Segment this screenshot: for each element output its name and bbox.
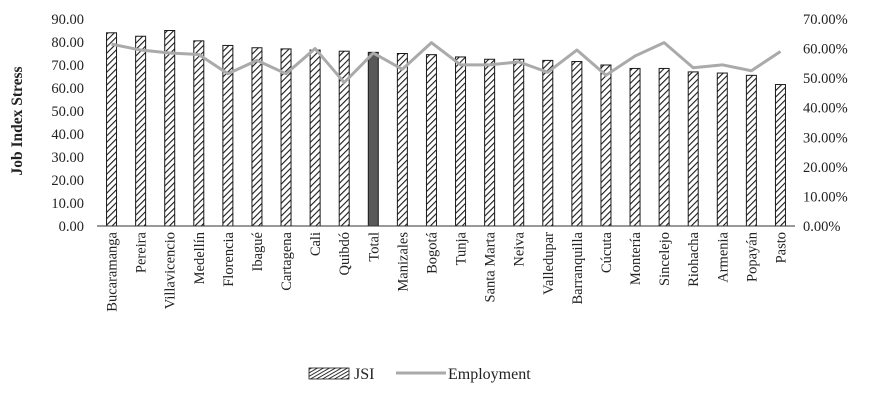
- right-tick-label: 40.00%: [803, 101, 848, 117]
- right-tick-label: 50.00%: [803, 71, 848, 87]
- legend-swatch-jsi: [309, 368, 349, 379]
- left-tick-label: 40.00: [51, 127, 84, 143]
- bar: [485, 59, 495, 226]
- bar: [165, 31, 175, 227]
- category-label: Cartagena: [279, 231, 295, 290]
- category-label: Riohacha: [686, 231, 702, 286]
- category-label: Quibdó: [337, 232, 353, 276]
- left-tick-label: 90.00: [51, 12, 84, 28]
- left-tick-label: 10.00: [51, 196, 84, 212]
- right-tick-label: 30.00%: [803, 130, 848, 146]
- category-label: Pereira: [134, 231, 150, 273]
- left-tick-label: 60.00: [51, 81, 84, 97]
- category-labels: Bucaramanga Pereira Villavicencio Medellín F…: [105, 231, 790, 311]
- category-label: Popayán: [744, 231, 760, 282]
- bar: [426, 55, 436, 226]
- bar: [775, 85, 785, 226]
- right-tick-label: 60.00%: [803, 42, 848, 58]
- right-tick-label: 0.00%: [803, 219, 840, 235]
- left-tick-label: 70.00: [51, 58, 84, 74]
- left-axis-ticks: 0.00 10.00 20.00 30.00 40.00 50.00 60.00 70.00 8…: [51, 12, 84, 235]
- bar: [194, 41, 204, 226]
- y-axis-title: Job Index Stress: [9, 66, 26, 175]
- legend-label-employment: Employment: [448, 366, 531, 383]
- category-label: Valledupar: [541, 232, 557, 295]
- bar: [572, 62, 582, 226]
- right-tick-label: 20.00%: [803, 160, 848, 176]
- bar: [543, 60, 553, 226]
- category-label: Pasto: [773, 232, 789, 263]
- legend: JSI Employment: [309, 366, 531, 383]
- bar: [281, 49, 291, 226]
- category-label: Montería: [628, 231, 644, 285]
- right-axis-ticks: 0.00% 10.00% 20.00% 30.00% 40.00% 50.00% 60.00…: [803, 12, 848, 235]
- bar: [514, 59, 524, 226]
- category-label: Manizales: [395, 232, 411, 292]
- right-tick-label: 10.00%: [803, 189, 848, 205]
- left-tick-label: 0.00: [59, 219, 84, 235]
- bar: [136, 36, 146, 226]
- category-label: Santa Marta: [483, 231, 499, 302]
- bar: [310, 50, 320, 226]
- bar: [630, 68, 640, 226]
- bar: [717, 73, 727, 226]
- category-label: Florencia: [221, 231, 237, 286]
- category-label: Ibagué: [250, 232, 266, 271]
- right-tick-label: 70.00%: [803, 12, 848, 28]
- bar: [601, 65, 611, 226]
- legend-label-jsi: JSI: [354, 366, 374, 383]
- employment-line: [112, 43, 781, 83]
- employment-line-layer: [112, 43, 781, 83]
- category-label: Medellín: [192, 231, 208, 284]
- category-label: Cali: [308, 232, 324, 256]
- bar: [252, 48, 262, 226]
- bar: [659, 68, 669, 226]
- category-label: Bogotá: [424, 231, 440, 273]
- bar: [107, 33, 117, 226]
- bar-total: [368, 52, 378, 226]
- category-label: Barranquilla: [570, 231, 586, 304]
- category-label: Bucaramanga: [105, 231, 121, 311]
- category-label: Armenia: [715, 231, 731, 282]
- bar: [688, 72, 698, 226]
- category-label: Neiva: [512, 231, 528, 266]
- category-label: Sincelejo: [657, 232, 673, 286]
- category-label: Tunja: [454, 231, 470, 265]
- left-tick-label: 50.00: [51, 104, 84, 120]
- left-tick-label: 80.00: [51, 35, 84, 51]
- category-label: Villavicencio: [163, 232, 179, 309]
- bar: [746, 75, 756, 226]
- category-label: Cúcuta: [599, 231, 615, 273]
- left-tick-label: 20.00: [51, 173, 84, 189]
- left-tick-label: 30.00: [51, 150, 84, 166]
- bar: [397, 54, 407, 227]
- category-label: Total: [366, 232, 382, 262]
- bar: [456, 57, 466, 226]
